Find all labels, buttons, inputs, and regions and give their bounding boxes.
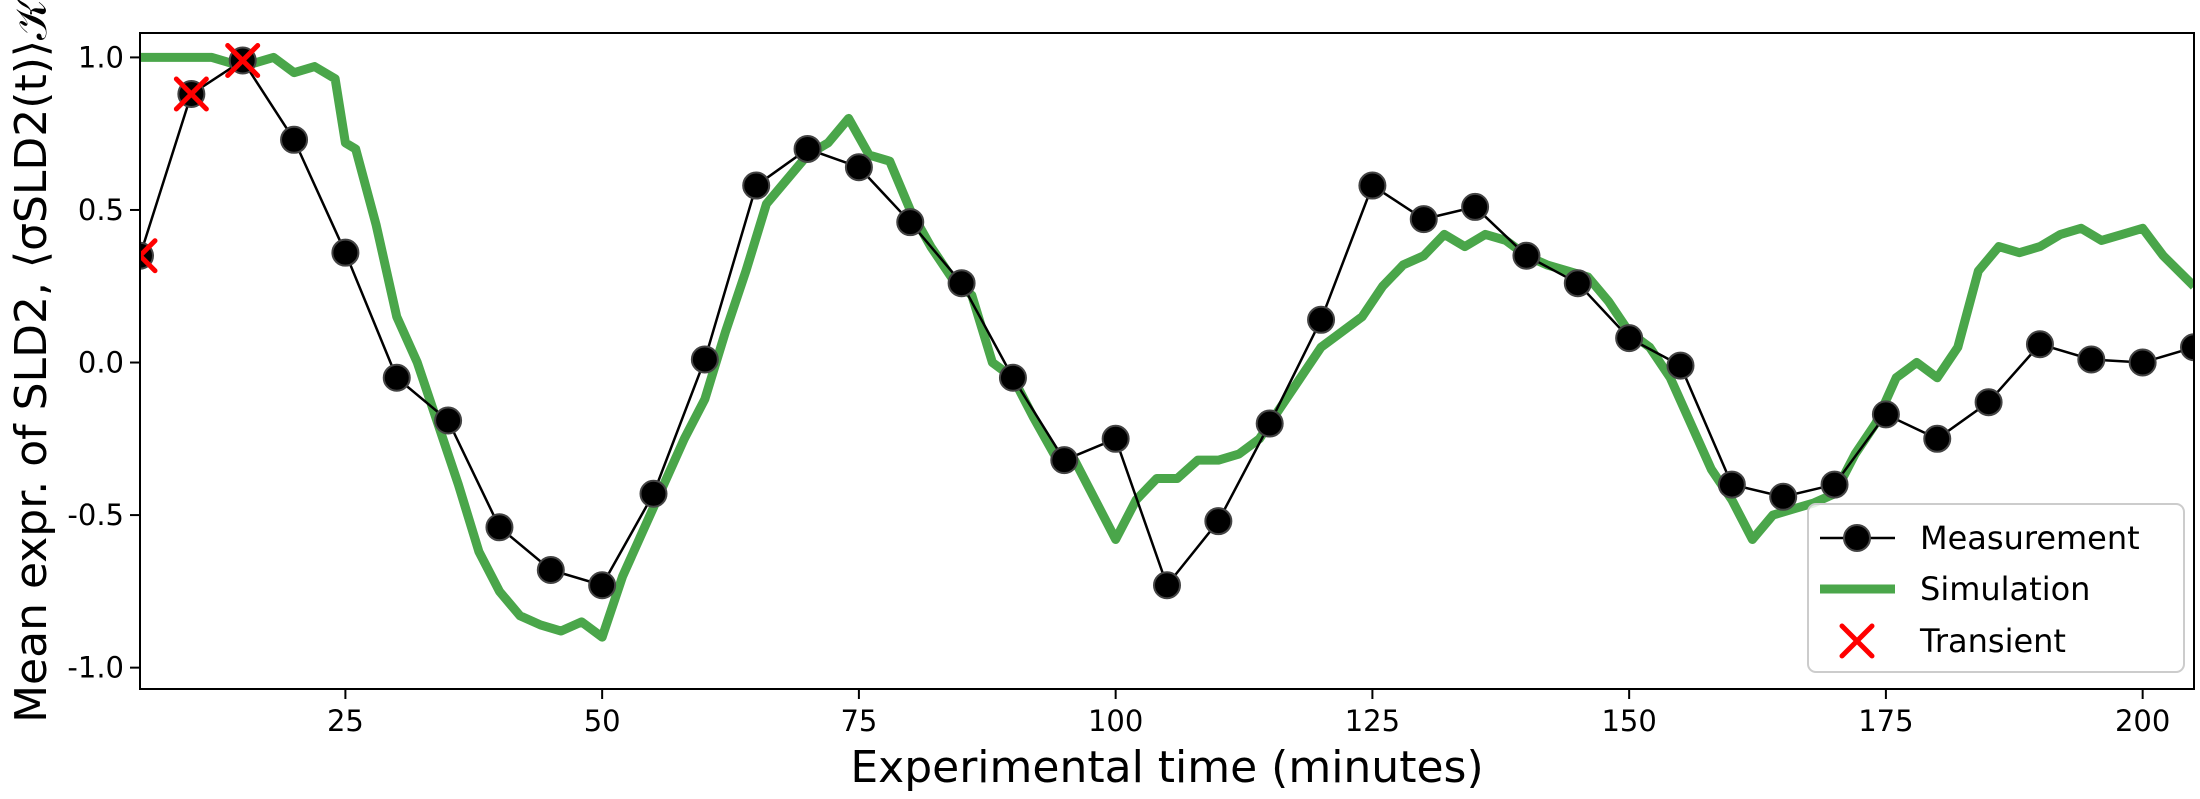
measurement-point xyxy=(1717,470,1746,499)
measurement-point xyxy=(1563,269,1592,298)
transient-marker xyxy=(140,238,158,274)
measurement-point xyxy=(1204,507,1233,536)
measurement-point xyxy=(1666,351,1695,380)
y-axis-ticks: -1.0 -0.5 0.0 0.5 1.0 xyxy=(67,40,140,685)
y-tick-label: -0.5 xyxy=(67,498,124,532)
measurement-point xyxy=(690,345,719,374)
y-axis-label: Mean expr. of SLD2, ⟨σSLD2(t)⟩𝒦 xyxy=(6,0,57,723)
measurement-point xyxy=(382,363,411,392)
measurement-point xyxy=(896,208,925,237)
y-tick-label: 1.0 xyxy=(78,40,124,74)
measurement-point xyxy=(2077,345,2106,374)
legend-box xyxy=(1807,503,2185,673)
transient-icon xyxy=(1839,623,1875,659)
measurement-point xyxy=(331,238,360,267)
measurement-point xyxy=(1923,424,1952,453)
measurement-point xyxy=(2128,348,2157,377)
transient-marker xyxy=(225,42,261,78)
transient-marker xyxy=(173,76,209,112)
measurement-point xyxy=(844,153,873,182)
legend: Measurement Simulation Transient xyxy=(1807,503,2185,673)
measurement-point xyxy=(998,363,1027,392)
measurement-point xyxy=(742,171,771,200)
measurement-point xyxy=(2180,333,2194,362)
plot-area xyxy=(140,42,2194,642)
measurement-point xyxy=(1153,571,1181,600)
measurement-point xyxy=(1307,305,1336,334)
plot-frame xyxy=(139,32,2195,690)
measurement-point xyxy=(1101,424,1130,453)
measurement-points xyxy=(140,46,2194,600)
measurement-point xyxy=(1255,409,1284,438)
measurement-point xyxy=(1461,192,1490,221)
x-tick-label: 100 xyxy=(1088,704,1143,738)
measurement-point xyxy=(588,571,617,600)
legend-transient-label: Transient xyxy=(1919,622,2066,660)
measurement-point xyxy=(280,125,309,154)
measurement-point xyxy=(1358,171,1387,200)
x-axis-label: Experimental time (minutes) xyxy=(850,742,1483,793)
measurement-point xyxy=(434,406,463,435)
measurement-point xyxy=(793,134,822,163)
x-tick-label: 75 xyxy=(840,704,877,738)
measurement-point xyxy=(1615,324,1644,353)
x-tick-label: 200 xyxy=(2115,704,2170,738)
measurement-point xyxy=(1512,241,1541,270)
y-tick-label: 0.5 xyxy=(78,193,124,227)
x-tick-label: 25 xyxy=(327,704,364,738)
measurement-point xyxy=(1820,470,1849,499)
y-tick-label: -1.0 xyxy=(67,651,124,685)
x-tick-label: 50 xyxy=(584,704,621,738)
measurement-point xyxy=(485,513,514,542)
transient-markers xyxy=(140,42,261,274)
measurement-point xyxy=(1409,205,1438,234)
legend-measurement-label: Measurement xyxy=(1920,519,2140,557)
measurement-point xyxy=(536,556,565,585)
legend-measurement-marker xyxy=(1843,524,1871,552)
measurement-point xyxy=(1050,446,1079,475)
x-tick-label: 175 xyxy=(1858,704,1913,738)
x-axis-ticks: 25 50 75 100 125 150 175 200 xyxy=(327,689,2170,738)
measurement-point xyxy=(2025,330,2054,359)
measurement-point xyxy=(947,269,976,298)
legend-transient-marker xyxy=(1839,623,1875,659)
measurement-point xyxy=(639,479,668,508)
measurement-point xyxy=(1974,388,2003,417)
y-tick-label: 0.0 xyxy=(78,346,124,380)
x-tick-label: 125 xyxy=(1345,704,1400,738)
measurement-point xyxy=(1769,482,1798,511)
legend-simulation-label: Simulation xyxy=(1920,570,2090,608)
measurement-point xyxy=(1871,400,1900,429)
x-tick-label: 150 xyxy=(1601,704,1656,738)
